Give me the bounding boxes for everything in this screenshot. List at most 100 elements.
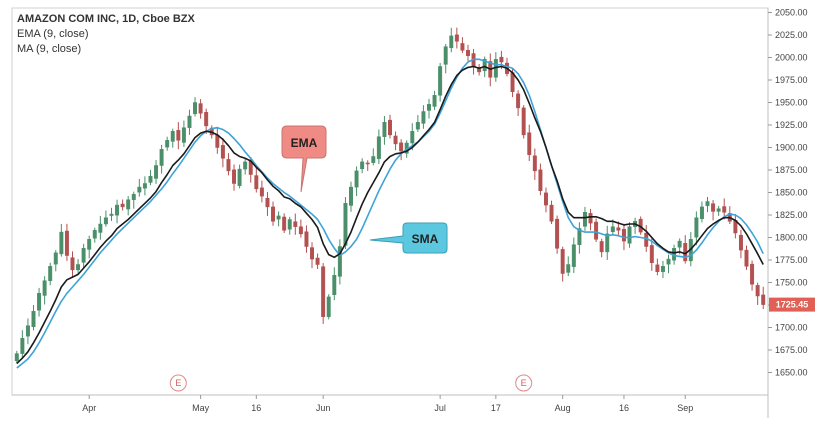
x-tick-label: Jun [316,403,331,413]
candle-body [449,35,454,49]
candle-body [410,131,415,144]
candle-body [248,159,253,175]
candle-body [421,111,426,124]
candle-body [59,231,64,255]
candle-body [53,252,58,265]
candle-body [543,192,548,206]
candle-body [549,204,554,222]
candle-body [560,249,565,274]
candle-body [694,217,699,238]
last-price-label: 1725.45 [776,300,809,310]
candle-body [566,264,571,273]
candle-body [315,257,320,265]
y-tick-label: 1950.00 [775,98,808,108]
candle-body [360,161,365,169]
candle-body [337,246,342,277]
sma-callout-box [369,222,448,254]
candle-body [571,244,576,267]
candle-body [655,264,660,272]
candle-body [310,247,314,260]
candle-body [103,217,108,225]
candle-body [621,228,626,242]
candle-body [142,183,147,189]
y-tick-label: 1700.00 [775,323,808,333]
candle-body [761,294,766,305]
candle-body [226,159,231,172]
earnings-marker-label: E [175,378,181,388]
y-tick-label: 1650.00 [775,368,808,378]
candle-body [527,132,532,155]
candle-body [137,186,142,193]
ema-callout: EMA [281,125,327,193]
ema-line [16,65,764,365]
x-tick-label: May [192,403,210,413]
candle-body [81,248,86,263]
candle-body [343,203,348,246]
candle-body [20,338,25,354]
sma-callout-label: SMA [412,232,439,246]
x-tick-label: 16 [619,403,629,413]
candle-body [349,186,353,206]
candle-body [271,206,275,222]
candle-body [14,353,19,362]
candle-body [232,169,237,184]
candle-body [499,56,504,63]
candle-body [64,230,69,256]
y-tick-label: 1825.00 [775,210,808,220]
candle-body [154,165,159,179]
candle-body [599,241,604,253]
legend-ma: MA (9, close) [17,43,81,55]
candle-body [432,95,437,107]
candle-body [516,93,521,109]
candle-body [415,122,420,130]
legend-symbol: AMAZON COM INC, 1D, Cboe BZX [17,13,195,25]
candle-body [131,194,136,200]
candle-body [605,233,610,253]
candle-body [750,263,755,285]
plot-area [11,7,769,396]
candle-body [87,239,92,250]
candle-body [371,156,376,163]
y-tick-label: 2050.00 [775,8,808,18]
candle-body [616,227,621,231]
candle-body [443,46,448,65]
candle-body [660,266,665,272]
y-tick-label: 1875.00 [775,165,808,175]
candle-body [332,275,337,295]
candle-body [666,258,671,265]
candle-body [705,201,710,207]
candle-body [594,221,599,240]
candle-body [521,107,526,136]
candle-body [699,206,704,220]
candle-body [365,162,370,165]
candle-body [321,266,326,317]
candle-body [738,234,743,251]
candle-body [393,135,398,145]
candle-body [287,219,292,230]
candle-body [649,245,654,263]
candle-body [48,266,53,281]
candle-body [98,223,103,233]
earnings-marker-label: E [521,378,527,388]
candle-body [610,226,615,232]
candle-body [120,203,125,208]
candle-body [293,221,298,227]
candle-body [582,212,587,227]
x-tick-label: Apr [82,403,96,413]
y-tick-label: 2000.00 [775,53,808,63]
candle-body [76,264,81,271]
candle-body [198,103,203,114]
x-tick-label: Aug [555,403,571,413]
candle-body [115,204,120,216]
y-tick-label: 2025.00 [775,30,808,40]
candle-body [181,127,186,143]
candles-layer [14,27,766,364]
candle-body [92,230,97,239]
candle-body [31,311,36,328]
candle-body [265,198,270,208]
candle-body [438,66,443,96]
y-tick-label: 1900.00 [775,143,808,153]
